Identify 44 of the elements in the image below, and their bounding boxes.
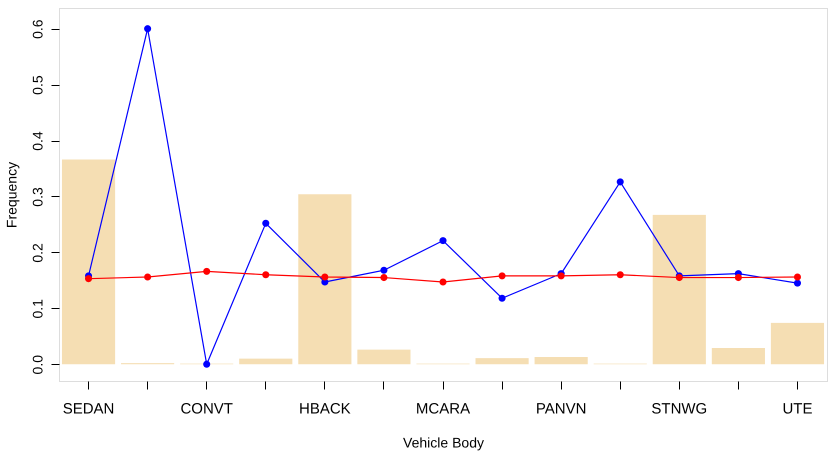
bar	[357, 350, 411, 364]
point	[734, 274, 742, 282]
point	[144, 25, 152, 32]
y-tick-label: 0.5	[30, 75, 46, 95]
y-tick-label: 0.3	[30, 187, 46, 207]
bar	[712, 348, 765, 364]
x-tick-label: CONVT	[180, 400, 233, 418]
y-axis-title: Frequency	[4, 162, 20, 228]
bar	[534, 356, 588, 364]
point	[794, 273, 801, 281]
y-tick-label: 0.0	[30, 354, 46, 374]
point	[262, 271, 270, 278]
bar	[239, 358, 292, 364]
point	[321, 273, 328, 281]
x-tick-label: UTE	[782, 400, 812, 418]
point	[439, 237, 447, 244]
x-tick-label: SEDAN	[62, 400, 114, 418]
y-tick-label: 0.4	[30, 131, 46, 151]
x-tick-label: HBACK	[299, 400, 351, 418]
point	[203, 360, 210, 368]
x-axis-title: Vehicle Body	[403, 434, 484, 450]
bar	[770, 322, 824, 364]
bar	[62, 160, 116, 364]
x-tick-label: MCARA	[416, 400, 470, 418]
point	[85, 275, 92, 282]
point	[498, 294, 506, 302]
point	[616, 271, 624, 278]
point	[262, 220, 270, 227]
point	[794, 280, 801, 287]
point	[203, 268, 210, 275]
y-tick-label: 0.1	[30, 298, 46, 319]
bar	[298, 194, 352, 364]
x-tick-label: STNWG	[651, 400, 708, 418]
point	[498, 272, 506, 280]
y-tick-label: 0.6	[30, 19, 46, 39]
point	[144, 273, 152, 281]
point	[439, 278, 447, 286]
x-tick-label: PANVN	[536, 400, 586, 418]
point	[380, 274, 388, 282]
point	[380, 266, 388, 274]
bar	[652, 214, 706, 364]
point	[616, 178, 624, 186]
bar	[475, 358, 529, 364]
y-tick-label: 0.2	[30, 242, 46, 263]
